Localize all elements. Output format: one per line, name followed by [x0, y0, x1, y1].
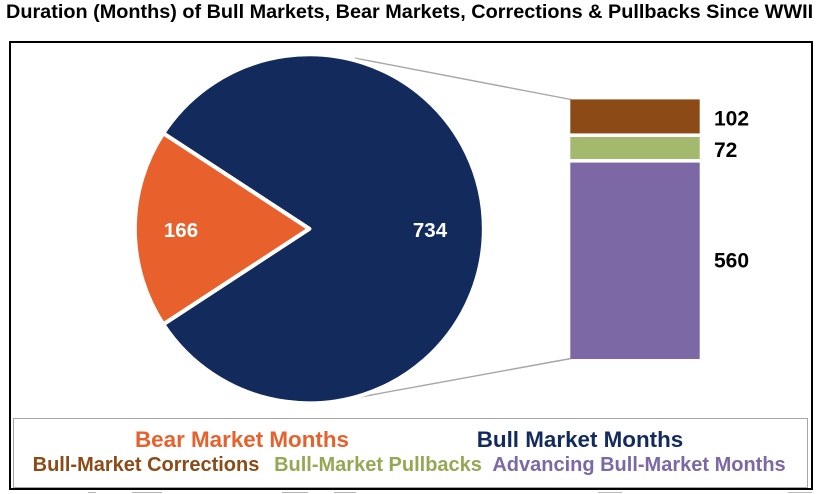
- svg-text:72: 72: [714, 139, 737, 162]
- svg-text:560: 560: [714, 249, 749, 272]
- svg-text:102: 102: [714, 108, 749, 131]
- svg-text:166: 166: [164, 219, 198, 242]
- svg-text:734: 734: [413, 219, 448, 242]
